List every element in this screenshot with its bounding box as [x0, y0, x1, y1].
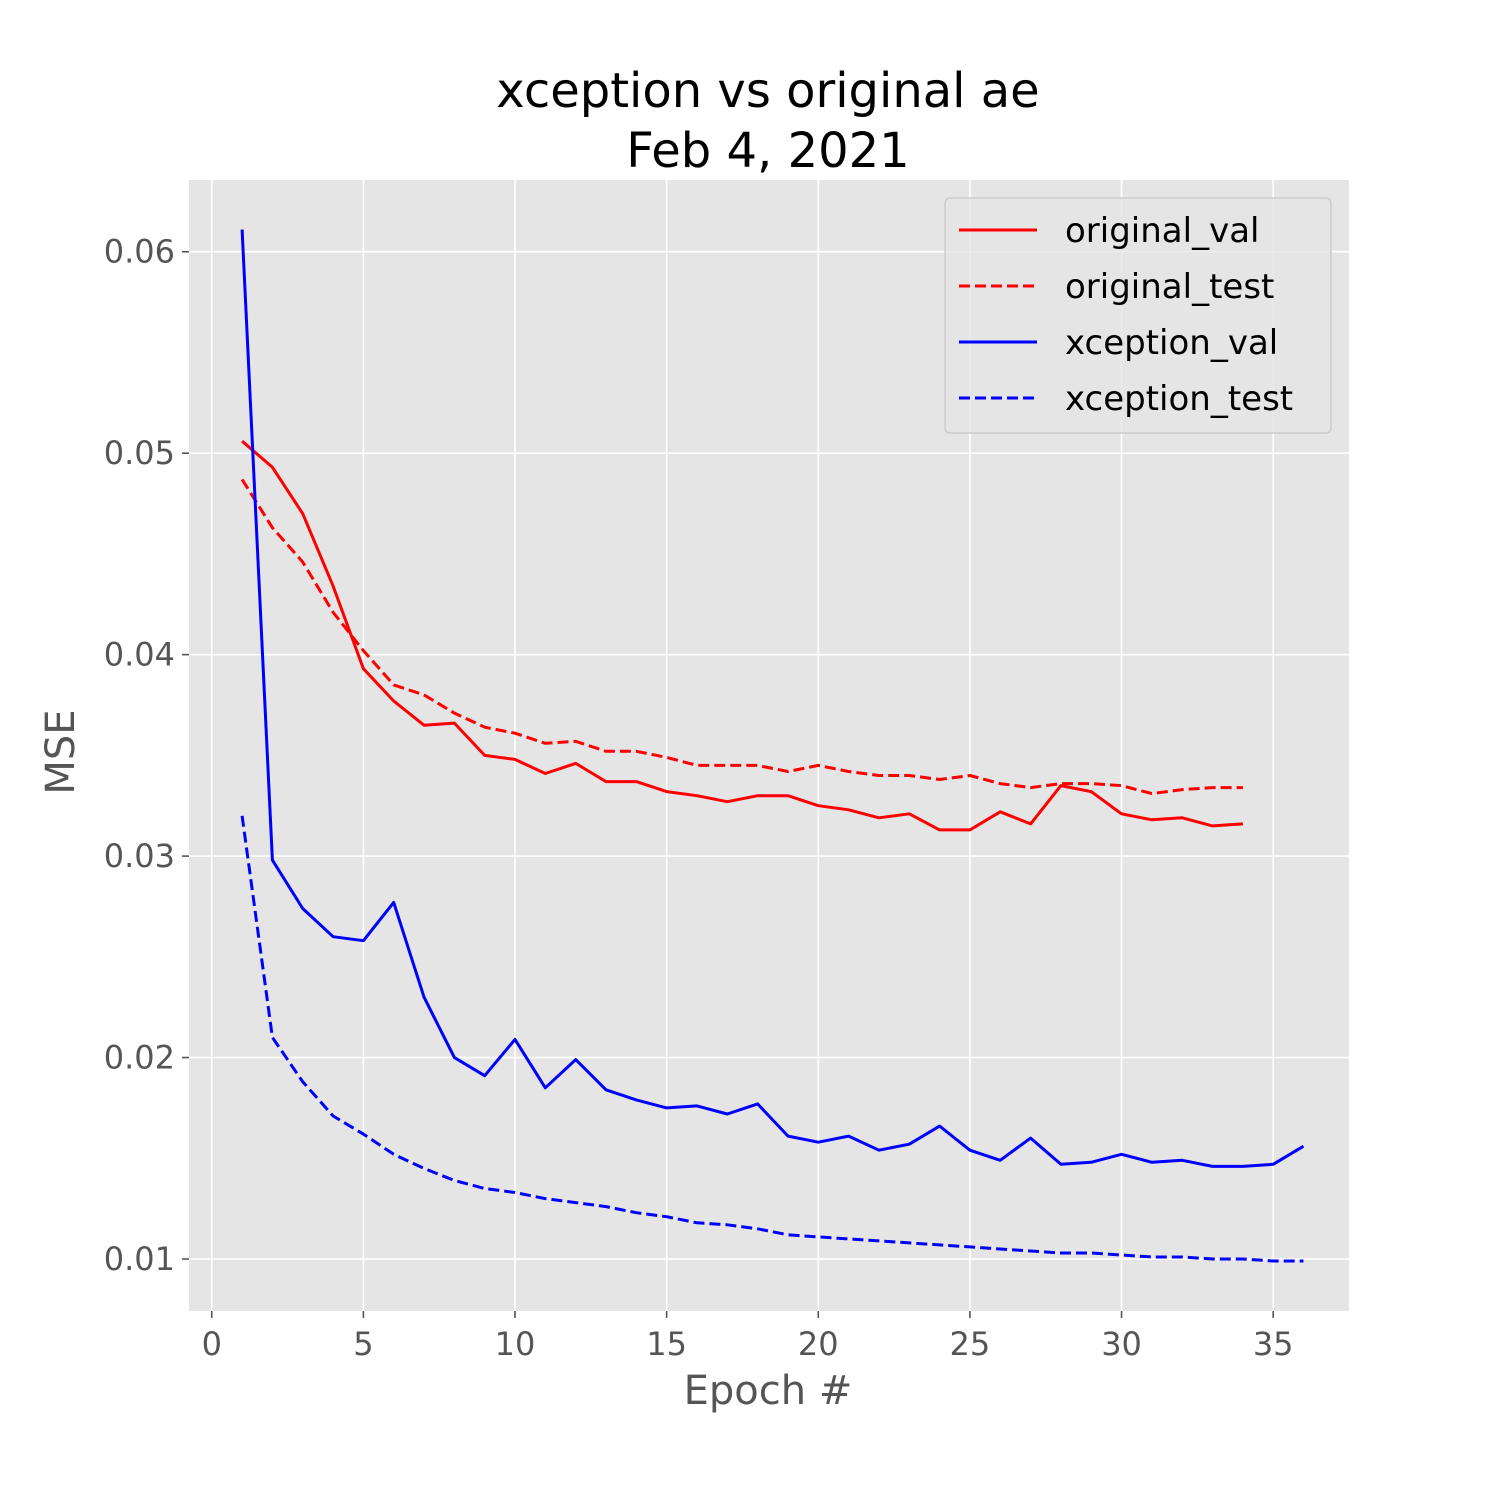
- series-line-original-test: [240, 478, 1243, 796]
- x-axis-label: Epoch #: [684, 1368, 853, 1414]
- chart-title: xception vs original ae: [496, 63, 1039, 119]
- legend-label: original_test: [1065, 267, 1274, 307]
- y-tick-label: 0.02: [104, 1039, 175, 1077]
- x-tick-label: 35: [1253, 1325, 1294, 1363]
- y-tick-label: 0.01: [104, 1240, 175, 1278]
- y-tick-label: 0.03: [104, 837, 175, 875]
- series-line-xception-test: [240, 815, 1304, 1263]
- legend-label: original_val: [1065, 211, 1260, 251]
- data-series: [240, 229, 1305, 1263]
- chart-subtitle: Feb 4, 2021: [626, 123, 909, 179]
- x-tick-label: 30: [1101, 1325, 1142, 1363]
- x-tick-label: 25: [950, 1325, 991, 1363]
- legend-label: xception_val: [1065, 323, 1278, 363]
- y-tick-label: 0.06: [104, 233, 175, 271]
- x-tick-label: 5: [353, 1325, 373, 1363]
- y-tick-label: 0.04: [104, 636, 175, 674]
- x-tick-label: 10: [495, 1325, 536, 1363]
- legend-label: xception_test: [1065, 379, 1293, 419]
- series-line-xception-val: [240, 229, 1305, 1168]
- x-tick-label: 0: [202, 1325, 222, 1363]
- legend: original_val original_test xception_valxce…: [944, 197, 1332, 434]
- x-tick-label: 15: [646, 1325, 687, 1363]
- x-tick-label: 20: [798, 1325, 839, 1363]
- series-line-original-val: [241, 439, 1243, 832]
- axis-ticks: 0 5 10 15 20 25 30 35 0.01 0.02 0.03 0.04 0.05 0.06: [104, 233, 1294, 1363]
- legend-box: [944, 197, 1332, 434]
- y-axis-label: MSE: [38, 709, 84, 794]
- y-tick-label: 0.05: [104, 434, 175, 472]
